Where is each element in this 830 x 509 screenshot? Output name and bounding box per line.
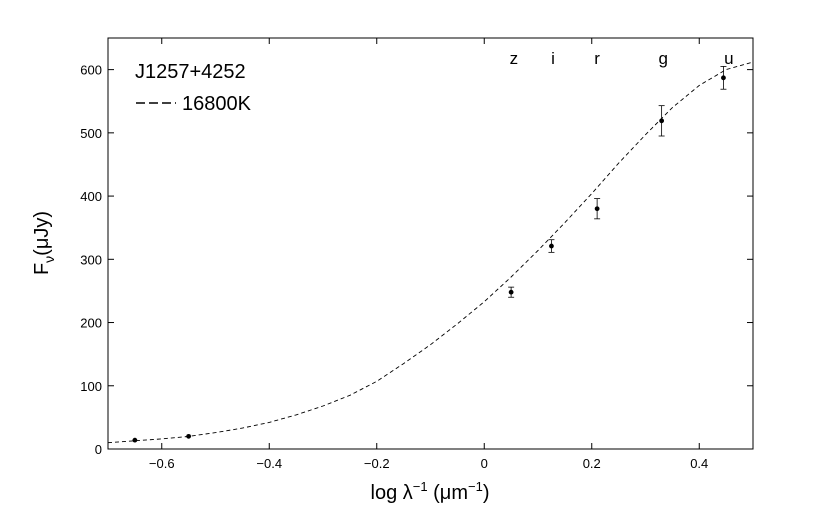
y-tick-label: 100 (80, 379, 102, 394)
y-tick-label: 600 (80, 63, 102, 78)
model-curve-group (107, 61, 754, 444)
data-point (594, 206, 600, 212)
data-point (549, 243, 554, 249)
data-point (132, 437, 138, 443)
model-curve (107, 61, 754, 444)
y-tick-label: 200 (80, 316, 102, 331)
legend-object-name: J1257+4252 (135, 61, 246, 83)
x-tick-label: −0.2 (364, 456, 390, 471)
legend-model-label: 16800K (182, 93, 252, 115)
band-label: g (659, 49, 668, 68)
y-tick-label: 0 (95, 442, 102, 457)
band-label: u (724, 49, 733, 68)
x-tick-label: −0.4 (256, 456, 282, 471)
band-label: z (510, 49, 519, 68)
data-points (132, 66, 727, 443)
y-tick-label: 300 (80, 252, 102, 267)
data-point (508, 289, 514, 295)
x-tick-label: 0.4 (690, 456, 708, 471)
x-tick-label: −0.6 (149, 456, 175, 471)
x-tick-label: 0 (481, 456, 488, 471)
x-axis: −0.6 −0.4 −0.2 0 0.2 0.4 (149, 38, 708, 471)
band-label: r (594, 49, 600, 68)
band-label: i (551, 49, 555, 68)
x-tick-label: 0.2 (583, 456, 601, 471)
data-point (186, 433, 192, 439)
plot-frame (107, 37, 754, 450)
x-axis-label: log λ−1 (μm−1) (371, 479, 490, 504)
y-tick-label: 500 (80, 126, 102, 141)
data-point (659, 118, 665, 124)
y-axis-label: Fν(μJy) (31, 211, 57, 275)
y-axis: 0 100 200 300 400 500 600 (80, 63, 753, 457)
y-tick-label: 400 (80, 189, 102, 204)
data-point (721, 75, 726, 81)
